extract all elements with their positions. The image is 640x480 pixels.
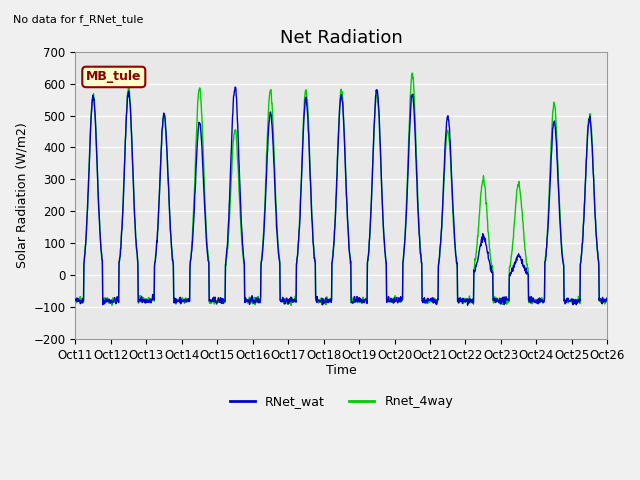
Y-axis label: Solar Radiation (W/m2): Solar Radiation (W/m2) xyxy=(15,122,28,268)
X-axis label: Time: Time xyxy=(326,364,356,377)
Text: No data for f_RNet_tule: No data for f_RNet_tule xyxy=(13,14,143,25)
Legend: RNet_wat, Rnet_4way: RNet_wat, Rnet_4way xyxy=(225,390,458,413)
Title: Net Radiation: Net Radiation xyxy=(280,29,403,48)
Text: MB_tule: MB_tule xyxy=(86,71,141,84)
